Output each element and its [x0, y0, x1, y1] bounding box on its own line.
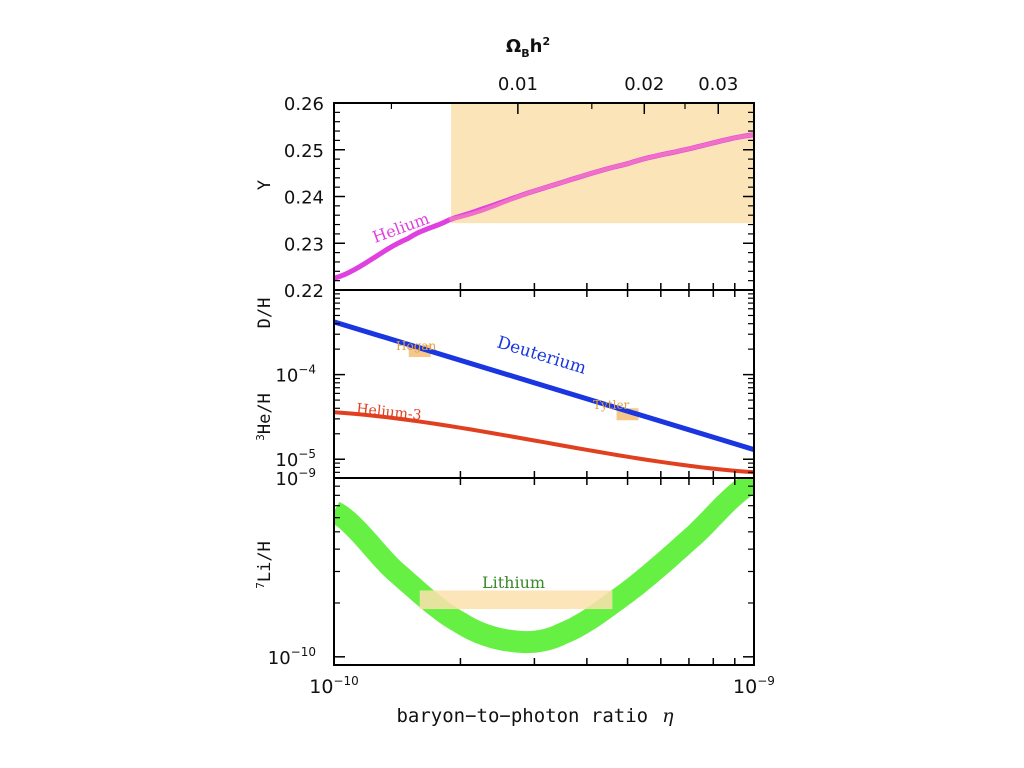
- y-tick-label-helium: 0.25: [284, 141, 324, 162]
- helium3-label: Helium-3: [356, 401, 423, 424]
- y-axis-label-helium3: 3He/H: [254, 393, 275, 441]
- y-axis-label-deuterium: D/H: [255, 298, 275, 329]
- panel-helium: Helium: [334, 103, 754, 281]
- lithium-observed-band: [419, 590, 613, 610]
- panel-lithium: Lithium: [334, 478, 754, 654]
- top-tick-label: 0.03: [698, 74, 738, 95]
- lithium-ylabel-text: Li/H: [255, 541, 275, 582]
- top-axis-label: ΩBh2: [506, 35, 550, 60]
- helium3-curve: [334, 410, 754, 475]
- y-axis-label-helium: Y: [255, 180, 275, 190]
- top-tick-label: 0.02: [624, 74, 664, 95]
- lithium-label: Lithium: [482, 573, 545, 592]
- y-tick-label-helium: 0.23: [284, 234, 324, 255]
- y-tick-label-light-elements: 10−4: [275, 363, 316, 387]
- lithium-mass-number: 7: [254, 582, 267, 589]
- axes-group: 0.01 0.02 0.03 10−10 10−9 0.26 0.25 0.24 0.23 0.2…: [268, 74, 775, 698]
- deuterium-label: Deuterium: [495, 333, 589, 379]
- y-tick-label-light-elements: 10−5: [275, 447, 316, 471]
- helium-curve-in-band: [449, 132, 754, 221]
- y-tick-label-helium: 0.24: [284, 188, 324, 209]
- y-axis-label-lithium: 7Li/H: [254, 541, 275, 589]
- tytler-label: Tytler: [593, 398, 630, 412]
- y-tick-label-lithium: 10−10: [268, 645, 316, 669]
- y-tick-label-helium: 0.26: [284, 94, 324, 115]
- x-tick-label: 10−10: [309, 674, 359, 698]
- lithium-curve: [334, 478, 754, 654]
- helium3-mass-number: 3: [254, 434, 267, 441]
- hogan-label: Hogan: [396, 339, 437, 353]
- y-tick-label-helium: 0.22: [284, 281, 324, 302]
- top-tick-label: 0.01: [498, 74, 538, 95]
- helium3-ylabel-text: He/H: [255, 393, 275, 434]
- x-tick-label: 10−9: [733, 674, 775, 698]
- panel-light-elements: Deuterium Helium-3 Hogan Tytler: [334, 319, 754, 475]
- x-axis-label: baryon−to−photon ratio η: [396, 705, 674, 727]
- deuterium-curve: [334, 319, 754, 452]
- y-tick-label-lithium: 10−9: [275, 466, 316, 490]
